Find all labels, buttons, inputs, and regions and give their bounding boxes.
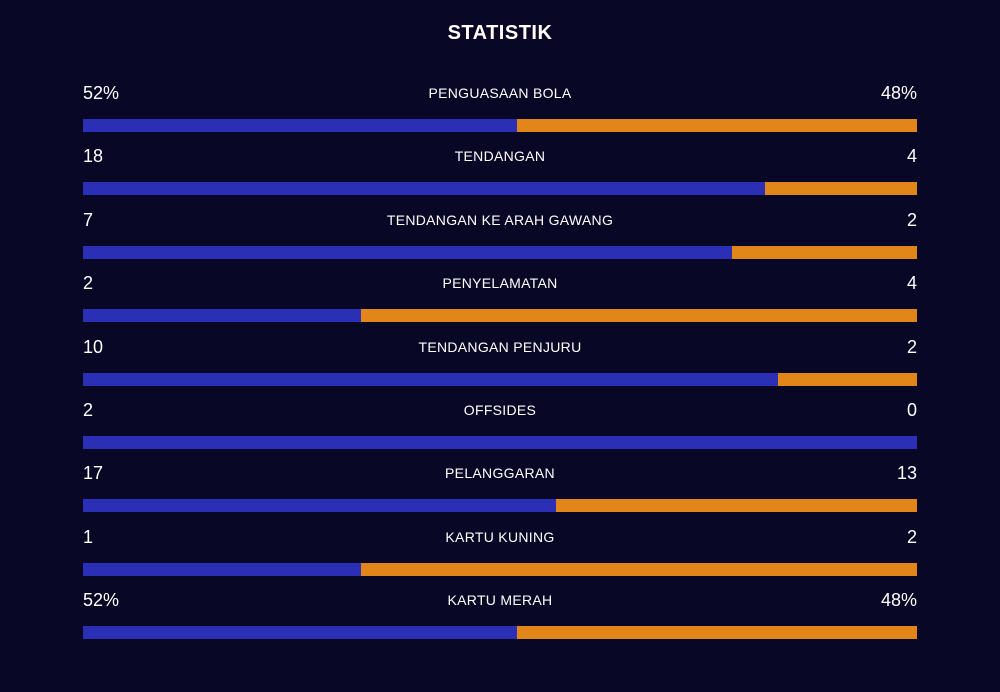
comparison-bar [83, 435, 917, 449]
stat-label: TENDANGAN [454, 148, 546, 165]
stat-row-fouls: 17 PELANGGARAN 13 [83, 460, 917, 523]
away-value: 13 [896, 463, 917, 484]
stat-label: TENDANGAN PENJURU [418, 338, 582, 355]
home-bar-fill [83, 372, 778, 386]
stat-label: PELANGGARAN [445, 465, 555, 482]
home-value: 2 [83, 273, 94, 294]
home-value: 7 [83, 209, 94, 230]
away-value: 2 [906, 526, 917, 547]
comparison-bar [83, 499, 917, 513]
away-value: 48% [880, 590, 917, 611]
stat-row-possession: 52% PENGUASAAN BOLA 48% [83, 80, 917, 143]
comparison-bar [83, 245, 917, 259]
stat-label: KARTU MERAH [447, 592, 553, 609]
home-value: 18 [83, 146, 104, 167]
away-value: 48% [880, 83, 917, 103]
comparison-bar [83, 119, 917, 132]
home-bar-fill [83, 562, 361, 576]
away-value: 4 [906, 146, 917, 167]
stat-row-corners: 10 TENDANGAN PENJURU 2 [83, 334, 917, 397]
stat-label: KARTU KUNING [445, 528, 555, 545]
home-value: 1 [83, 526, 94, 547]
stats-title: STATISTIK [447, 22, 553, 44]
stat-row-shots-on-target: 7 TENDANGAN KE ARAH GAWANG 2 [83, 207, 917, 270]
stat-label: PENYELAMATAN [442, 275, 558, 292]
comparison-bar [83, 182, 917, 196]
stat-row-yellow-cards: 1 KARTU KUNING 2 [83, 524, 917, 587]
home-bar-fill [83, 499, 556, 513]
home-value: 52% [83, 83, 120, 103]
stat-label: OFFSIDES [463, 401, 537, 418]
comparison-bar [83, 372, 917, 386]
comparison-bar [83, 309, 917, 323]
home-value: 10 [83, 336, 104, 357]
comparison-bar [83, 626, 917, 640]
home-value: 2 [83, 399, 94, 420]
away-value: 0 [906, 399, 917, 420]
stat-row-offsides: 2 OFFSIDES 0 [83, 397, 917, 460]
home-value: 52% [83, 590, 120, 611]
away-value: 2 [906, 336, 917, 357]
home-bar-fill [83, 309, 361, 323]
stat-row-red-cards: 52% KARTU MERAH 48% [83, 587, 917, 650]
stat-row-saves: 2 PENYELAMATAN 4 [83, 270, 917, 333]
stat-row-shots: 18 TENDANGAN 4 [83, 143, 917, 206]
home-bar-fill [83, 245, 732, 259]
away-value: 4 [906, 273, 917, 294]
home-value: 17 [83, 463, 104, 484]
stat-label: TENDANGAN KE ARAH GAWANG [386, 211, 614, 228]
stats-list: 52% PENGUASAAN BOLA 48% 18 TENDANGAN 4 7… [83, 80, 917, 651]
home-bar-fill [83, 182, 766, 196]
comparison-bar [83, 562, 917, 576]
home-bar-fill [83, 435, 917, 449]
away-value: 2 [906, 209, 917, 230]
home-bar-fill [83, 119, 517, 132]
stat-label: PENGUASAAN BOLA [428, 85, 572, 101]
home-bar-fill [83, 626, 517, 640]
